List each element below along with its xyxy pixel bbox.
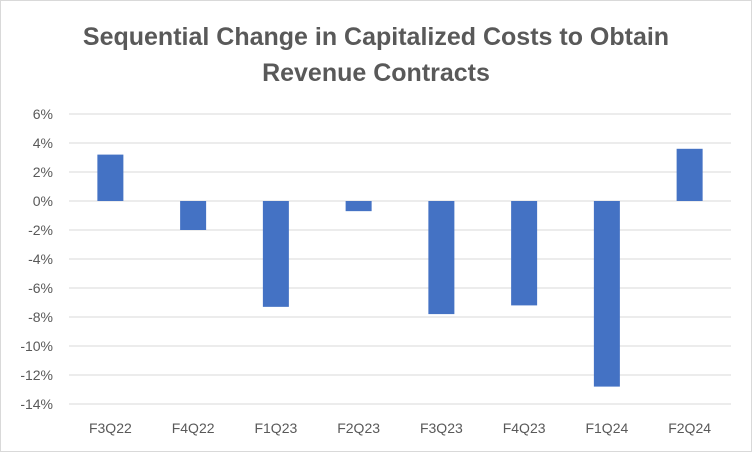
chart-title-line-1: Sequential Change in Capitalized Costs t… (82, 23, 670, 51)
y-tick-label: -2% (28, 222, 53, 238)
x-tick-label: F1Q24 (585, 420, 628, 436)
y-tick-label: -6% (28, 280, 53, 296)
bar-f2q24 (676, 148, 703, 201)
bar-f3q23 (428, 201, 455, 315)
bar-f2q23 (345, 201, 372, 212)
y-tick-label: -12% (20, 367, 53, 383)
x-tick-label: F1Q23 (254, 420, 297, 436)
bar-f4q22 (180, 201, 207, 230)
y-tick-label: -8% (28, 309, 53, 325)
y-tick-label: 0% (33, 193, 53, 209)
x-tick-label: F4Q22 (172, 420, 215, 436)
bar-f4q23 (511, 201, 538, 306)
x-tick-label: F3Q23 (420, 420, 463, 436)
x-tick-label: F4Q23 (503, 420, 546, 436)
x-tick-label: F2Q23 (337, 420, 380, 436)
y-tick-label: -14% (20, 396, 53, 412)
y-tick-label: 4% (33, 135, 53, 151)
bar-f1q24 (593, 201, 620, 387)
y-tick-label: 2% (33, 164, 53, 180)
chart-title: Sequential Change in Capitalized Costs t… (1, 19, 751, 91)
y-tick-label: -4% (28, 251, 53, 267)
bar-f1q23 (262, 201, 289, 307)
x-tick-label: F2Q24 (668, 420, 711, 436)
bar-f3q22 (97, 154, 124, 201)
y-tick-label: 6% (33, 106, 53, 122)
y-tick-label: -10% (20, 338, 53, 354)
chart-title-line-2: Revenue Contracts (262, 59, 490, 87)
x-tick-label: F3Q22 (89, 420, 132, 436)
